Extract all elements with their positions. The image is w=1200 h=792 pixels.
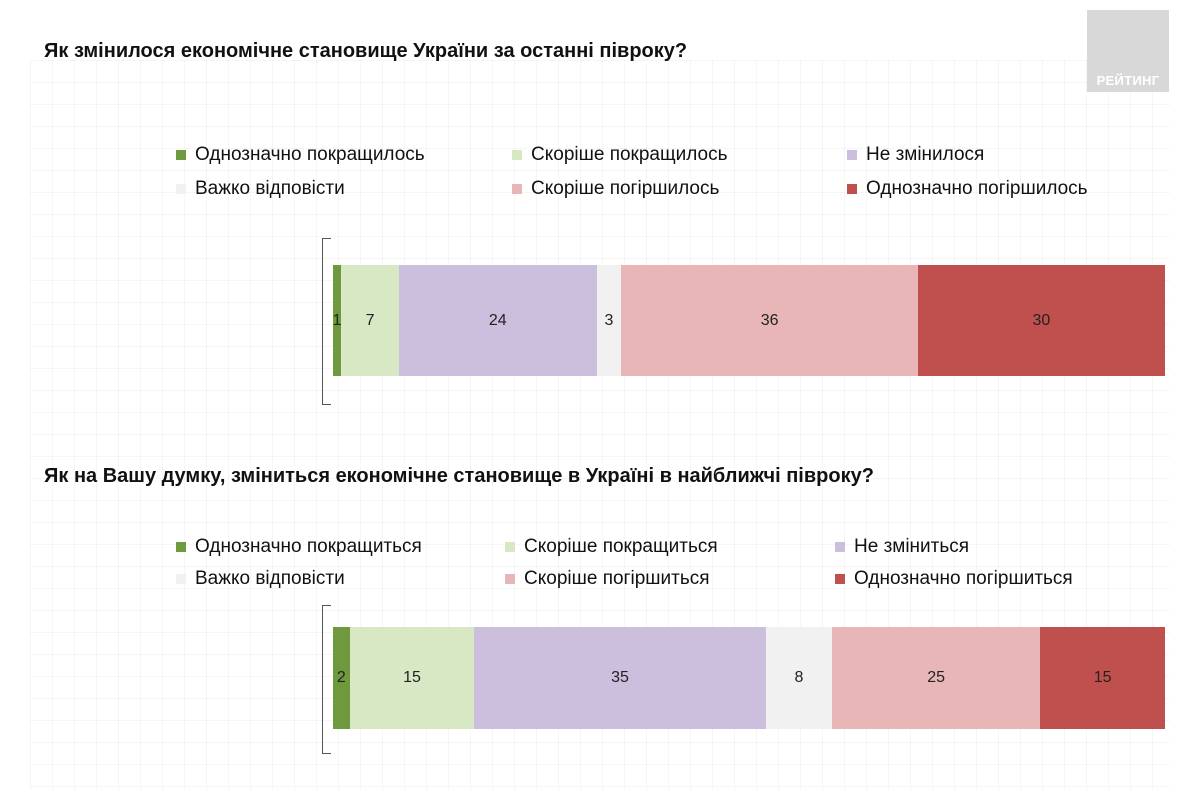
legend-item-2-2: Не зміниться <box>835 535 969 559</box>
bar-value-label-2-5: 15 <box>1093 669 1112 686</box>
bar-value-label-2-4: 25 <box>927 669 946 686</box>
legend-swatch-2-0 <box>176 542 186 552</box>
legend-item-2-5: Однозначно погіршиться <box>835 567 1073 591</box>
legend-item-1-2: Не змінилося <box>847 143 984 167</box>
bar-value-label-1-0: 1 <box>332 311 342 329</box>
bar-segment-2-5: 15 <box>1040 627 1165 729</box>
bar-segment-2-2: 35 <box>474 627 766 729</box>
bar-segment-1-0: 1 <box>332 265 342 376</box>
legend-label-2-5: Однозначно погіршиться <box>854 568 1073 589</box>
legend-item-1-5: Однозначно погіршилось <box>847 177 1088 201</box>
legend-label-2-4: Скоріше погіршиться <box>524 568 710 589</box>
stacked-bar-2: 2 15 35 8 25 15 <box>333 627 1165 729</box>
legend-label-1-3: Важко відповісти <box>195 178 345 199</box>
bar-value-label-2-3: 8 <box>794 669 804 686</box>
chart-2-title: Як на Вашу думку, зміниться економічне с… <box>44 465 874 487</box>
legend-item-2-1: Скоріше покращиться <box>505 535 718 559</box>
logo-text: РЕЙТИНГ <box>1096 73 1160 88</box>
legend-item-1-1: Скоріше покращилось <box>512 143 728 167</box>
legend-label-2-3: Важко відповісти <box>195 568 345 589</box>
bar-value-label-1-4: 36 <box>760 311 779 329</box>
bar-value-label-1-5: 30 <box>1032 311 1051 329</box>
legend-swatch-1-1 <box>512 150 522 160</box>
stacked-bar-1: 1 7 24 3 36 30 <box>333 265 1165 376</box>
legend-label-1-4: Скоріше погіршилось <box>531 178 720 199</box>
legend-swatch-1-2 <box>847 150 857 160</box>
legend-swatch-1-0 <box>176 150 186 160</box>
legend-swatch-2-4 <box>505 574 515 584</box>
bar-value-label-2-2: 35 <box>611 669 629 686</box>
bar-value-label-1-3: 3 <box>604 311 614 329</box>
legend-item-2-4: Скоріше погіршиться <box>505 567 710 591</box>
legend-swatch-1-3 <box>176 184 186 194</box>
legend-label-1-0: Однозначно покращилось <box>195 144 425 165</box>
legend-label-1-5: Однозначно погіршилось <box>866 178 1088 199</box>
legend-label-2-0: Однозначно покращиться <box>195 536 422 557</box>
bar-segment-2-3: 8 <box>765 627 833 729</box>
logo: РЕЙТИНГ <box>1087 10 1169 92</box>
legend-item-2-3: Важко відповісти <box>176 567 345 591</box>
bar-segment-1-3: 3 <box>596 265 622 376</box>
legend-item-1-0: Однозначно покращилось <box>176 143 425 167</box>
bar-segment-1-5: 30 <box>917 265 1165 376</box>
chart-1-title: Як змінилося економічне становище Україн… <box>44 40 688 62</box>
legend-label-1-1: Скоріше покращилось <box>531 144 728 165</box>
bar-value-label-1-2: 24 <box>488 311 507 329</box>
bar-segment-2-4: 25 <box>832 627 1041 729</box>
bar-segment-2-1: 15 <box>349 627 475 729</box>
axis-bracket-1 <box>322 238 331 405</box>
legend-swatch-2-5 <box>835 574 845 584</box>
bar-segment-2-0: 2 <box>333 627 350 729</box>
bar-segment-1-2: 24 <box>398 265 597 376</box>
legend-item-1-4: Скоріше погіршилось <box>512 177 719 201</box>
axis-bracket-2 <box>322 605 331 754</box>
legend-label-2-1: Скоріше покращиться <box>524 536 718 557</box>
bar-segment-1-4: 36 <box>621 265 918 376</box>
legend-swatch-2-2 <box>835 542 845 552</box>
bar-value-label-2-1: 15 <box>403 669 421 686</box>
legend-swatch-2-3 <box>176 574 186 584</box>
legend-item-2-0: Однозначно покращиться <box>176 535 422 559</box>
bar-value-label-1-1: 7 <box>365 311 375 329</box>
bar-value-label-2-0: 2 <box>336 669 346 686</box>
legend-label-2-2: Не зміниться <box>854 536 970 557</box>
bar-segment-1-1: 7 <box>341 265 399 376</box>
legend-swatch-1-4 <box>512 184 522 194</box>
legend-swatch-1-5 <box>847 184 857 194</box>
legend-swatch-2-1 <box>505 542 515 552</box>
legend-label-1-2: Не змінилося <box>866 144 985 165</box>
legend-item-1-3: Важко відповісти <box>176 177 345 201</box>
